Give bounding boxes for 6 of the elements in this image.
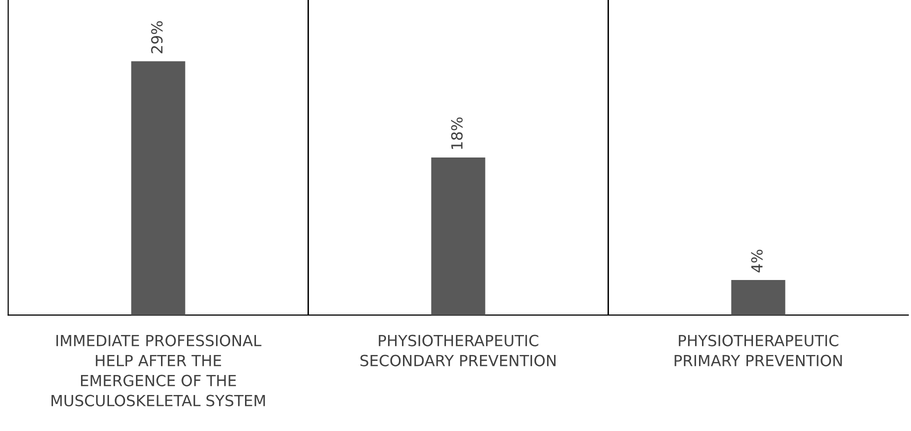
data-label: 29% <box>151 21 163 54</box>
data-label: 18% <box>451 117 463 149</box>
x-tick-label: PHYSIOTHERAPEUTIC PRIMARY PREVENTION <box>674 334 842 366</box>
x-tick-label: IMMEDIATE PROFESSIONAL HELP AFTER THE EMERGENCE OF THE MUSCULOSKELETAL SYSTEM <box>52 334 265 406</box>
x-tick-label: PHYSIOTHERAPEUTIC SECONDARY PREVENTION <box>360 334 556 366</box>
data-label: 4% <box>751 250 763 272</box>
